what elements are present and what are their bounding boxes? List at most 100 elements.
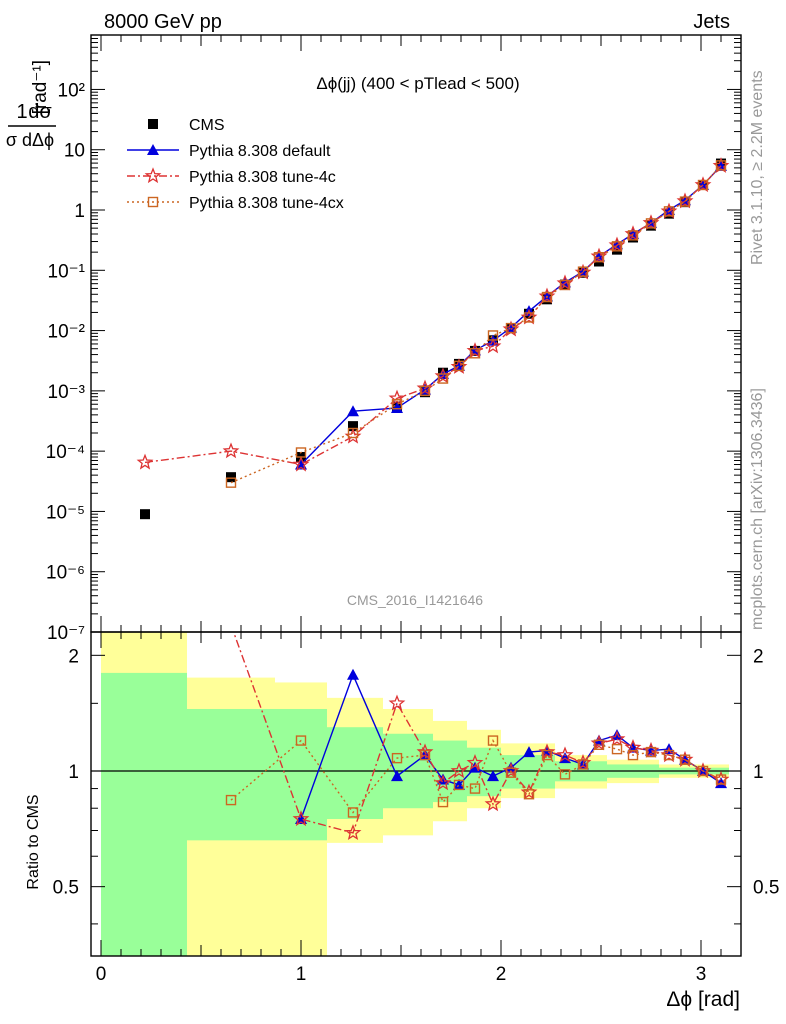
ratio-point-pythia-8-308-tune-4cx: [679, 754, 691, 765]
svg-text:[rad⁻¹]: [rad⁻¹]: [30, 60, 51, 114]
green-band-1: [187, 708, 275, 841]
main-y-tick-label: 10⁻²: [48, 322, 86, 343]
point-pythia-8-308-tune-4cx: [577, 266, 589, 277]
ratio-point-pythia-8-308-tune-4cx: [505, 767, 517, 778]
point-pythia-8-308-tune-4c: [222, 442, 240, 459]
ratio-point-pythia-8-308-default: [453, 778, 465, 790]
ratio-y-tick-label: 1: [68, 762, 79, 783]
point-pythia-8-308-tune-4cx: [487, 330, 499, 341]
point-pythia-8-308-tune-4cx: [645, 218, 657, 229]
ratio-line-pythia-8-308-tune-4cx: [230, 738, 722, 814]
ratio-point-pythia-8-308-tune-4cx: [541, 749, 553, 761]
ratio-point-pythia-8-308-tune-4cx: [419, 749, 431, 761]
ratio-point-pythia-8-308-tune-4c: [434, 774, 452, 791]
ratio-point-pythia-8-308-default: [505, 761, 517, 773]
point-pythia-8-308-tune-4cx: [453, 360, 465, 372]
ratio-point-pythia-8-308-tune-4cx: [523, 789, 535, 800]
ratio-point-pythia-8-308-default: [391, 770, 403, 782]
svg-text:1: 1: [16, 101, 27, 123]
point-pythia-8-308-tune-4c: [484, 337, 502, 354]
point-pythia-8-308-tune-4c: [292, 455, 310, 472]
y-axis-label: 1 dσ σ dΔϕ [rad⁻¹]: [6, 60, 56, 150]
ratio-point-pythia-8-308-tune-4c: [388, 694, 406, 711]
ratio-point-pythia-8-308-tune-4cx: [645, 746, 657, 758]
ratio-plot: [91, 632, 741, 841]
legend-marker-cms: [148, 119, 158, 129]
axes: 10⁻⁷ 10⁻⁶ 10⁻⁵ 10⁻⁴ 10⁻³ 10⁻² 10⁻¹ 1 10 10² 0 1 2 3 0.…: [46, 34, 779, 985]
ratio-point-pythia-8-308-default: [487, 770, 499, 782]
ratio-point-pythia-8-308-tune-4cx: [469, 783, 481, 794]
point-pythia-8-308-tune-4cx: [593, 251, 605, 263]
legend: CMS Pythia 8.308 default Pythia 8.308 tune…: [127, 117, 344, 212]
svg-text:σ dΔϕ: σ dΔϕ: [6, 130, 54, 150]
ratio-y-tick-label-right: 0.5: [753, 878, 779, 899]
green-band-3: [327, 727, 383, 819]
ratio-point-pythia-8-308-tune-4c: [416, 743, 434, 760]
ratio-point-pythia-8-308-tune-4cx: [559, 769, 571, 780]
point-pythia-8-308-default: [391, 401, 403, 413]
point-pythia-8-308-tune-4cx: [347, 427, 359, 439]
green-band-0: [101, 672, 187, 956]
point-pythia-8-308-tune-4cx: [715, 160, 727, 171]
point-cms: [140, 509, 150, 520]
main-series-group: [136, 157, 730, 520]
ratio-uncertainty-bands: [101, 632, 729, 956]
ratio-line-pythia-8-308-tune-4c: [232, 632, 722, 834]
point-cms: [348, 421, 358, 432]
ratio-point-pythia-8-308-tune-4cx: [627, 749, 639, 761]
ratio-point-pythia-8-308-tune-4cx: [295, 735, 307, 746]
main-plot: [136, 157, 730, 520]
ratio-point-pythia-8-308-tune-4cx: [453, 779, 465, 791]
ratio-y-tick-label-right: 1: [753, 762, 764, 783]
point-pythia-8-308-default: [347, 405, 359, 417]
ratio-point-pythia-8-308-tune-4c: [538, 743, 556, 760]
main-y-tick-label: 1: [74, 201, 85, 222]
point-pythia-8-308-tune-4cx: [559, 279, 571, 291]
line-pythia-8-308-default: [300, 165, 722, 465]
legend-marker-pythia-8-308-default: [147, 144, 159, 155]
svg-text:dσ: dσ: [28, 101, 52, 123]
ratio-point-pythia-8-308-tune-4cx: [697, 765, 709, 777]
point-pythia-8-308-tune-4cx: [437, 373, 449, 384]
point-pythia-8-308-tune-4cx: [697, 179, 709, 191]
x-tick-label: 3: [696, 964, 707, 985]
main-y-tick-label: 10⁻³: [48, 382, 86, 403]
main-y-tick-label: 10: [64, 141, 85, 162]
main-y-tick-label: 10⁻⁵: [46, 502, 85, 523]
main-y-tick-label: 10²: [58, 80, 85, 101]
point-pythia-8-308-tune-4cx: [419, 385, 431, 397]
main-y-tick-label: 10⁻⁶: [46, 563, 85, 584]
x-tick-label: 1: [296, 964, 307, 985]
line-pythia-8-308-tune-4cx: [230, 164, 722, 484]
watermark: CMS_2016_I1421646: [347, 592, 483, 608]
ratio-frame: [90, 631, 742, 957]
point-pythia-8-308-tune-4cx: [295, 447, 307, 458]
point-pythia-8-308-tune-4cx: [469, 348, 481, 359]
point-pythia-8-308-tune-4c: [388, 389, 406, 406]
ratio-series-group: [91, 632, 741, 841]
ratio-point-pythia-8-308-tune-4c: [484, 795, 502, 812]
ratio-axis-label: Ratio to CMS: [25, 794, 42, 889]
ratio-point-pythia-8-308-tune-4cx: [663, 749, 675, 761]
ratio-point-pythia-8-308-default: [523, 746, 535, 758]
point-pythia-8-308-tune-4cx: [391, 399, 403, 410]
ratio-point-pythia-8-308-tune-4c: [344, 824, 362, 841]
legend-label-pythia-8-308-tune-4cx: Pythia 8.308 tune-4cx: [189, 195, 344, 212]
ratio-point-pythia-8-308-tune-4c: [556, 746, 574, 763]
x-axis-label: Δϕ [rad]: [666, 988, 740, 1011]
energy-label: 8000 GeV pp: [104, 11, 222, 33]
main-y-tick-label: 10⁻⁴: [46, 442, 85, 463]
point-pythia-8-308-tune-4cx: [541, 291, 553, 303]
ratio-point-pythia-8-308-tune-4cx: [715, 774, 727, 785]
ratio-point-pythia-8-308-tune-4c: [466, 754, 484, 770]
x-tick-label: 0: [96, 964, 107, 985]
point-pythia-8-308-tune-4c: [136, 453, 154, 470]
main-y-tick-label: 10⁻¹: [48, 261, 86, 282]
legend-marker-pythia-8-308-tune-4cx: [147, 196, 159, 208]
main-y-tick-label: 10⁻⁷: [47, 623, 85, 644]
point-cms: [612, 244, 622, 255]
point-pythia-8-308-tune-4cx: [523, 312, 535, 323]
ratio-point-pythia-8-308-tune-4cx: [593, 739, 605, 750]
legend-marker-pythia-8-308-tune-4c: [144, 167, 162, 184]
